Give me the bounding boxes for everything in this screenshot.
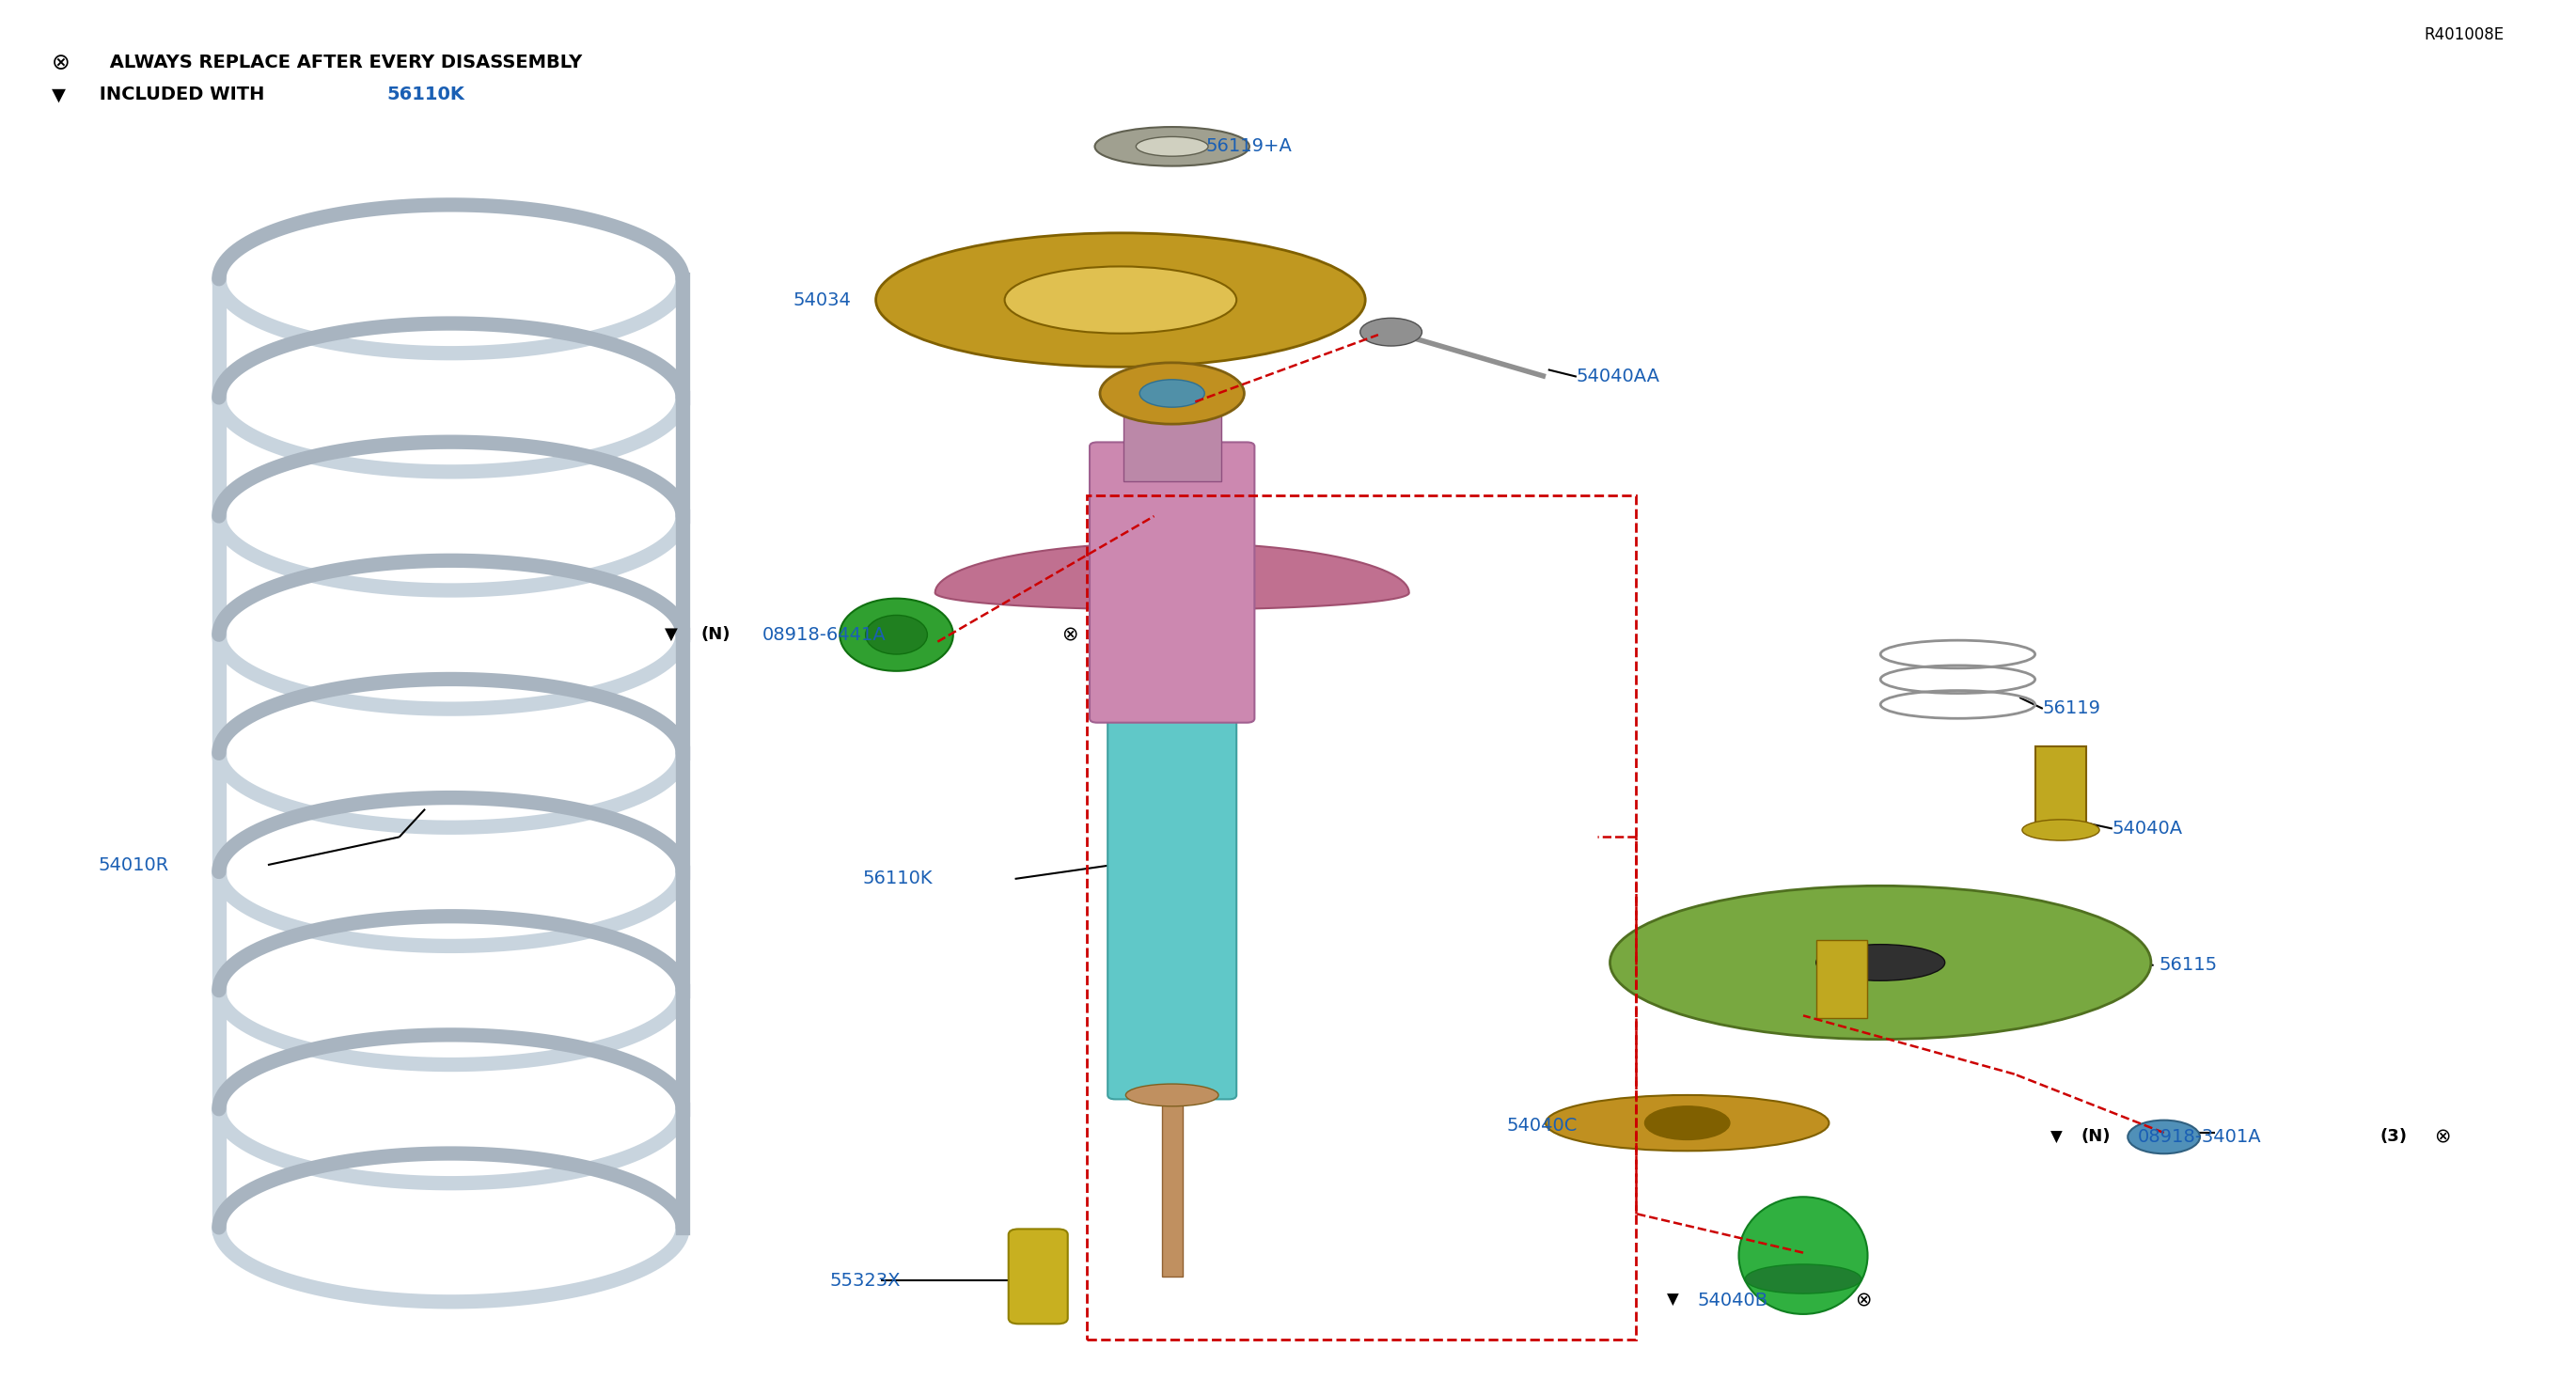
FancyBboxPatch shape [1010, 1229, 1066, 1324]
Ellipse shape [1546, 1095, 1829, 1151]
Ellipse shape [840, 598, 953, 671]
Text: INCLUDED WITH: INCLUDED WITH [93, 86, 270, 103]
Text: ⊗: ⊗ [2434, 1127, 2450, 1147]
Ellipse shape [1100, 363, 1244, 424]
Text: (N): (N) [701, 626, 729, 643]
Ellipse shape [1139, 379, 1206, 407]
Text: 56119+A: 56119+A [1206, 138, 1293, 155]
Text: ⊗: ⊗ [1061, 625, 1077, 644]
Text: (3): (3) [2380, 1129, 2409, 1145]
Ellipse shape [2022, 819, 2099, 840]
Text: ▼: ▼ [665, 626, 677, 643]
Ellipse shape [1126, 1084, 1218, 1106]
Text: 54040B: 54040B [1698, 1292, 1767, 1309]
FancyBboxPatch shape [1108, 686, 1236, 1099]
Text: 54040A: 54040A [2112, 820, 2182, 837]
Text: 56110K: 56110K [863, 870, 933, 887]
Text: ⊗: ⊗ [52, 52, 70, 74]
FancyBboxPatch shape [1090, 442, 1255, 723]
Text: ⊗: ⊗ [1855, 1290, 1870, 1310]
Ellipse shape [1739, 1197, 1868, 1314]
Ellipse shape [1643, 1106, 1731, 1140]
Bar [2035, 746, 2087, 830]
Text: 54034: 54034 [793, 292, 853, 308]
Text: (N): (N) [2081, 1129, 2110, 1145]
Ellipse shape [1744, 1264, 1860, 1293]
Text: 56110K: 56110K [386, 86, 464, 103]
Bar [1123, 398, 1221, 481]
Ellipse shape [1136, 137, 1208, 156]
Ellipse shape [1005, 266, 1236, 333]
Ellipse shape [2128, 1120, 2200, 1154]
Text: 54040AA: 54040AA [1577, 368, 1659, 385]
Ellipse shape [866, 615, 927, 654]
Bar [1816, 940, 1868, 1018]
Text: 56115: 56115 [2159, 957, 2218, 974]
Text: 55323X: 55323X [829, 1272, 902, 1289]
Text: 08918-3401A: 08918-3401A [2138, 1129, 2262, 1145]
Ellipse shape [1095, 127, 1249, 166]
Bar [1162, 1088, 1182, 1276]
Bar [1087, 495, 1636, 1339]
Text: ▼: ▼ [1667, 1292, 1680, 1309]
Text: R401008E: R401008E [2424, 27, 2504, 43]
Ellipse shape [1360, 318, 1422, 346]
Polygon shape [935, 543, 1409, 610]
Text: 08918-6441A: 08918-6441A [762, 626, 886, 643]
Ellipse shape [1610, 886, 2151, 1039]
Text: 56119: 56119 [2043, 700, 2102, 717]
Text: ALWAYS REPLACE AFTER EVERY DISASSEMBLY: ALWAYS REPLACE AFTER EVERY DISASSEMBLY [103, 54, 582, 71]
Text: 54040C: 54040C [1507, 1117, 1579, 1134]
Text: 54010R: 54010R [98, 857, 167, 873]
Ellipse shape [876, 233, 1365, 367]
Text: ▼: ▼ [2050, 1129, 2063, 1145]
Text: ▼: ▼ [52, 86, 64, 103]
Ellipse shape [1816, 944, 1945, 981]
